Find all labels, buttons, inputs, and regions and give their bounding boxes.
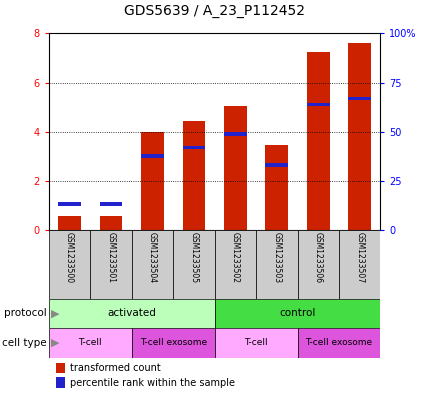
Bar — [99, 202, 122, 206]
Text: activated: activated — [107, 309, 156, 318]
Text: GSM1233502: GSM1233502 — [231, 232, 240, 283]
Text: ▶: ▶ — [51, 338, 59, 348]
Bar — [182, 121, 205, 230]
Text: T-cell: T-cell — [79, 338, 102, 347]
Text: cell type: cell type — [2, 338, 47, 348]
Bar — [265, 145, 288, 230]
Text: GSM1233504: GSM1233504 — [148, 232, 157, 283]
Text: ▶: ▶ — [51, 309, 59, 318]
Bar — [132, 328, 215, 358]
Text: GSM1233503: GSM1233503 — [272, 232, 281, 283]
Text: GDS5639 / A_23_P112452: GDS5639 / A_23_P112452 — [124, 4, 305, 18]
Text: T-cell exosome: T-cell exosome — [306, 338, 372, 347]
Bar — [141, 154, 164, 158]
Bar — [56, 377, 65, 387]
Bar — [348, 43, 371, 230]
Text: transformed count: transformed count — [71, 363, 161, 373]
Bar — [132, 230, 173, 299]
Bar — [58, 202, 81, 206]
Bar — [307, 103, 330, 107]
Bar — [265, 163, 288, 167]
Bar — [49, 328, 132, 358]
Text: GSM1233500: GSM1233500 — [65, 232, 74, 283]
Bar — [49, 230, 90, 299]
Bar — [224, 132, 247, 136]
Text: GSM1233507: GSM1233507 — [355, 232, 364, 283]
Text: GSM1233506: GSM1233506 — [314, 232, 323, 283]
Bar — [141, 132, 164, 230]
Bar — [298, 328, 380, 358]
Text: T-cell: T-cell — [244, 338, 268, 347]
Text: GSM1233501: GSM1233501 — [107, 232, 116, 283]
Bar — [49, 299, 215, 328]
Text: protocol: protocol — [4, 309, 47, 318]
Bar — [307, 52, 330, 230]
Text: T-cell exosome: T-cell exosome — [140, 338, 207, 347]
Bar — [339, 230, 380, 299]
Bar — [99, 217, 122, 230]
Bar — [58, 217, 81, 230]
Bar — [215, 328, 298, 358]
Bar — [215, 230, 256, 299]
Bar — [298, 230, 339, 299]
Bar — [173, 230, 215, 299]
Text: GSM1233505: GSM1233505 — [190, 232, 198, 283]
Text: percentile rank within the sample: percentile rank within the sample — [71, 378, 235, 387]
Bar — [256, 230, 298, 299]
Bar — [90, 230, 132, 299]
Bar — [56, 362, 65, 373]
Bar — [348, 97, 371, 100]
Bar — [224, 106, 247, 230]
Text: control: control — [279, 309, 316, 318]
Bar — [215, 299, 380, 328]
Bar — [182, 146, 205, 149]
